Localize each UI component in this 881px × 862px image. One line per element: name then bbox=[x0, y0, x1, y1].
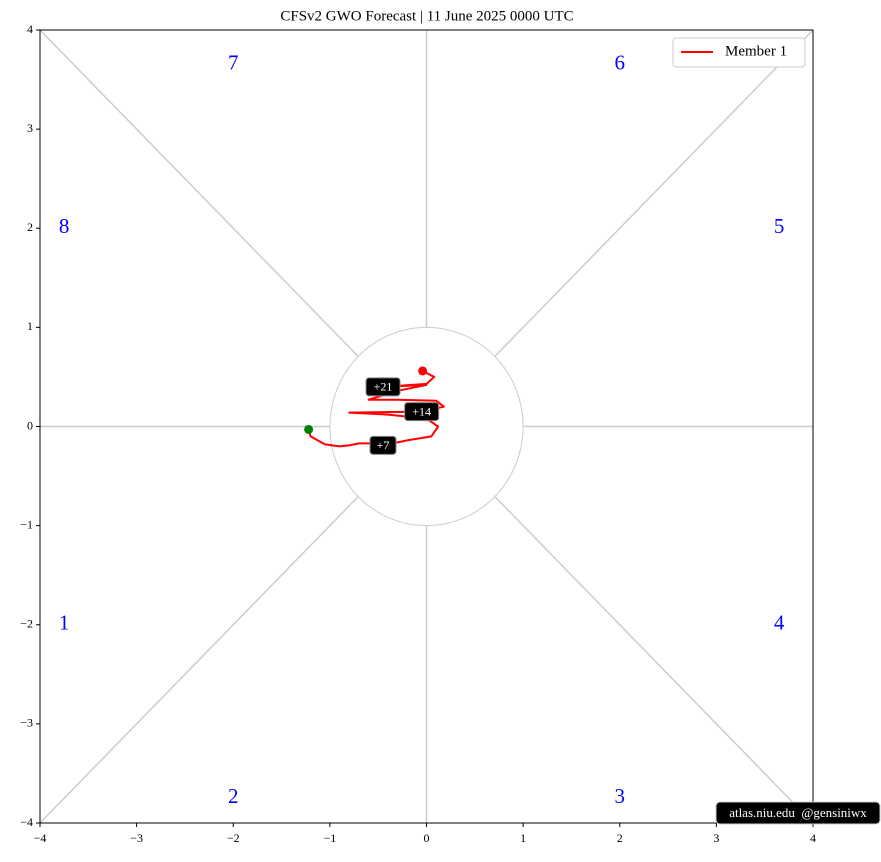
phase-label: 2 bbox=[228, 784, 239, 808]
point-label: +21 bbox=[374, 380, 393, 394]
phase-label: 1 bbox=[59, 611, 70, 635]
x-tick-label: −2 bbox=[227, 831, 240, 845]
unit-circle bbox=[329, 326, 524, 527]
legend-label: Member 1 bbox=[725, 43, 787, 59]
phase-label: 4 bbox=[774, 611, 785, 635]
x-tick-label: −4 bbox=[34, 831, 47, 845]
x-tick-label: 4 bbox=[810, 831, 816, 845]
x-tick-label: −1 bbox=[323, 831, 336, 845]
y-tick-label: 4 bbox=[27, 22, 33, 36]
phase-divider bbox=[494, 496, 814, 824]
phase-label: 8 bbox=[59, 214, 70, 238]
phase-divider bbox=[494, 29, 814, 357]
y-tick-label: 2 bbox=[27, 220, 33, 234]
point-label-box bbox=[365, 377, 401, 397]
y-tick-label: 3 bbox=[27, 121, 33, 135]
phase-label: 3 bbox=[615, 784, 626, 808]
y-tick-label: −2 bbox=[20, 617, 33, 631]
x-tick-label: 0 bbox=[424, 831, 430, 845]
point-label-box bbox=[369, 435, 397, 455]
phase-label: 6 bbox=[615, 51, 626, 75]
x-tick-label: 3 bbox=[713, 831, 719, 845]
y-tick-label: 1 bbox=[27, 319, 33, 333]
x-tick-label: −3 bbox=[130, 831, 143, 845]
x-tick-label: 2 bbox=[617, 831, 623, 845]
point-label-box bbox=[404, 402, 440, 422]
y-tick-label: −4 bbox=[20, 815, 33, 829]
y-tick-label: 0 bbox=[27, 418, 33, 432]
trajectory bbox=[307, 370, 445, 448]
end-point bbox=[418, 366, 428, 376]
phase-label: 5 bbox=[774, 214, 785, 238]
phase-divider bbox=[39, 29, 359, 357]
start-point bbox=[304, 424, 314, 434]
legend-box bbox=[672, 37, 806, 68]
credit: atlas.niu.edu @gensiniwx bbox=[729, 805, 867, 820]
chart-title: CFSv2 GWO Forecast | 11 June 2025 0000 U… bbox=[280, 8, 573, 24]
y-tick-label: −3 bbox=[20, 716, 33, 730]
phase-label: 7 bbox=[228, 51, 239, 75]
point-label: +14 bbox=[412, 404, 431, 418]
y-tick-label: −1 bbox=[20, 517, 33, 531]
phase-divider bbox=[39, 496, 359, 824]
credit-box bbox=[715, 801, 881, 825]
point-label: +7 bbox=[377, 438, 390, 452]
x-tick-label: 1 bbox=[520, 831, 526, 845]
